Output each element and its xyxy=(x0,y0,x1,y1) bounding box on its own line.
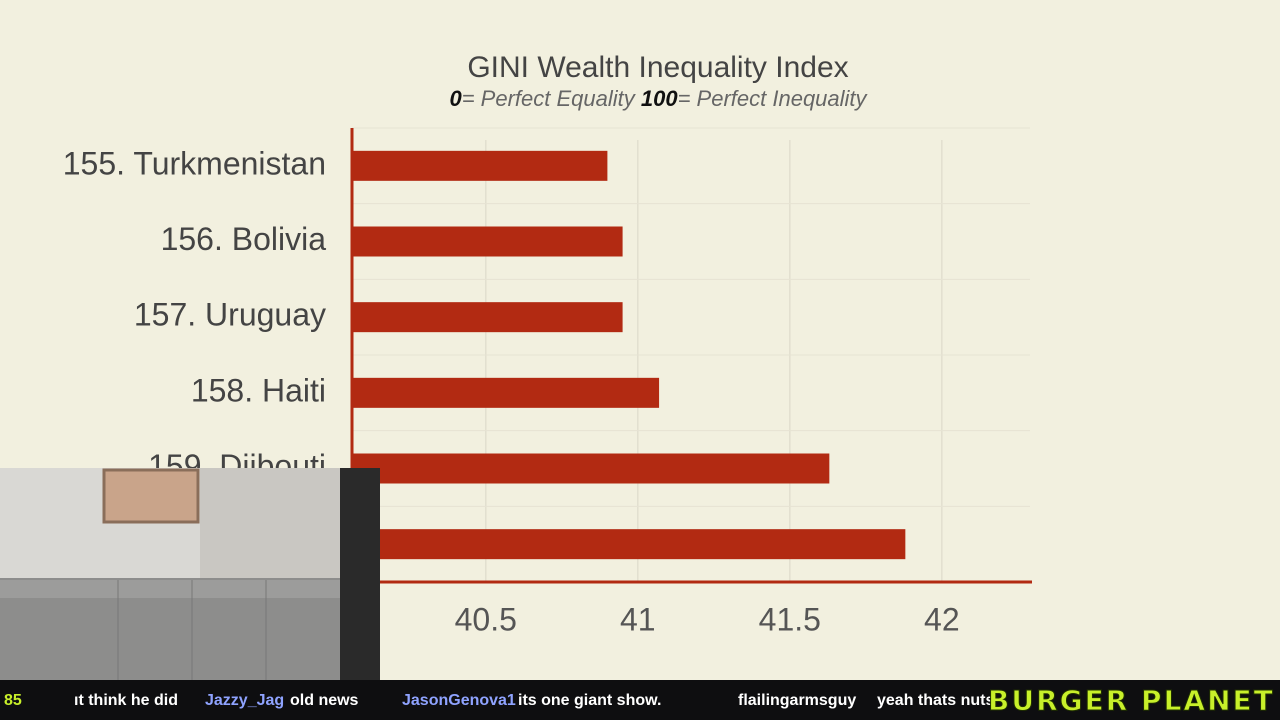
x-tick-label: 41 xyxy=(620,601,656,637)
chat-message: yeah thats nuts xyxy=(877,692,995,709)
y-tick-label: 157. Uruguay xyxy=(134,297,326,333)
brand-logo: BURGER PLANET xyxy=(988,684,1275,718)
subtitle-part: 0 xyxy=(449,86,462,111)
y-tick-label: 158. Haiti xyxy=(191,372,326,408)
chat-user: Jazzy_Jag xyxy=(205,692,285,709)
chart-subtitle: 0= Perfect Equality 100= Perfect Inequal… xyxy=(0,86,1280,112)
subtitle-part: = Perfect Inequality xyxy=(677,86,867,111)
bar xyxy=(352,150,608,181)
chat-message: ıt think he did xyxy=(74,692,178,709)
x-tick-label: 40.5 xyxy=(455,601,517,637)
chat-ticker: 85 ıt think he did Jazzy_Jag old news Ja… xyxy=(0,680,1280,720)
x-tick-label: 41.5 xyxy=(759,601,821,637)
y-tick-label: 156. Bolivia xyxy=(161,221,327,257)
bar xyxy=(352,453,830,484)
bar xyxy=(352,377,660,408)
bar xyxy=(352,226,623,257)
y-tick-label: 155. Turkmenistan xyxy=(63,145,326,181)
chat-message: its one giant show. xyxy=(518,692,662,709)
bar xyxy=(352,302,623,333)
chat-user: flailingarmsguy xyxy=(738,692,857,709)
chart: GINI Wealth Inequality Index 40.5 41 41.5 4… xyxy=(63,51,1032,637)
subtitle-part: 100 xyxy=(640,86,678,111)
webcam xyxy=(0,468,380,680)
bar xyxy=(352,529,906,560)
viewer-count: 85 xyxy=(4,692,22,709)
chart-title: GINI Wealth Inequality Index xyxy=(467,51,848,84)
subtitle-part: = Perfect Equality xyxy=(461,86,635,111)
x-tick-label: 42 xyxy=(924,601,960,637)
chat-message: old news xyxy=(290,692,359,709)
chat-user: JasonGenova1 xyxy=(402,692,516,709)
